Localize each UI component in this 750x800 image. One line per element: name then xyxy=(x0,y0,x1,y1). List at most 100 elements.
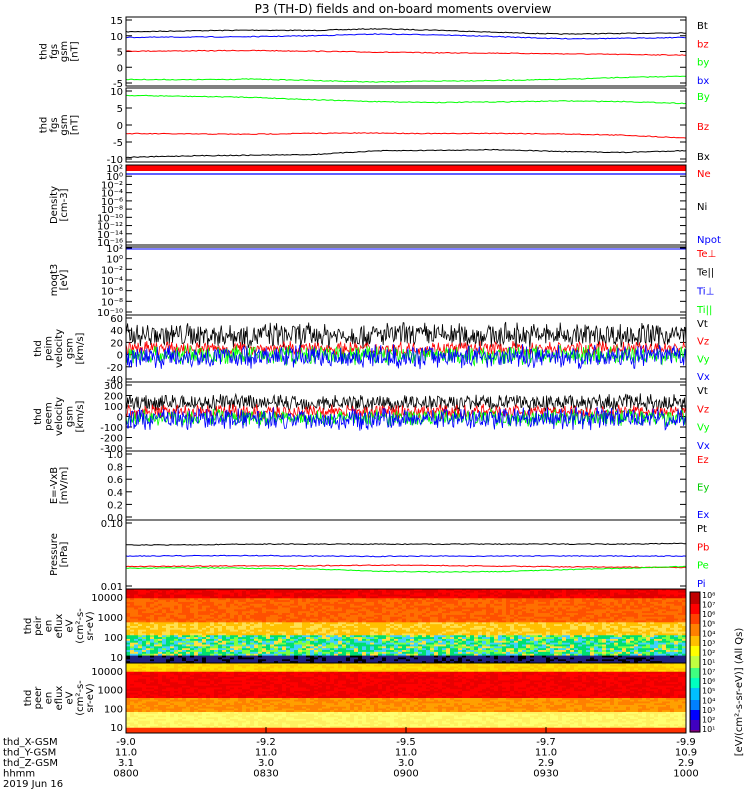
spectrogram-cell xyxy=(450,594,455,597)
spectrogram-cell xyxy=(590,627,595,631)
legend-label-bx: bx xyxy=(697,76,709,87)
spectrogram-cell xyxy=(318,592,323,596)
spectrogram-cell xyxy=(318,594,323,597)
spectrogram-cell xyxy=(310,605,315,609)
spectrogram-cell xyxy=(554,626,559,629)
spectrogram-cell xyxy=(218,596,223,599)
spectrogram-cell xyxy=(362,633,367,636)
spectrogram-cell xyxy=(442,635,447,638)
spectrogram-cell xyxy=(246,600,251,603)
spectrogram-cell xyxy=(454,598,459,601)
spectrogram-cell xyxy=(330,598,335,601)
legend-label-bz: bz xyxy=(697,39,709,50)
spectrogram-cell xyxy=(362,640,367,644)
spectrogram-cell xyxy=(418,620,423,623)
spectrogram-cell xyxy=(238,631,243,634)
spectrogram-cell xyxy=(250,600,255,603)
spectrogram-cell xyxy=(490,592,495,596)
spectrogram-cell xyxy=(498,616,503,620)
spectrogram-cell xyxy=(406,614,411,618)
spectrogram-cell xyxy=(578,616,583,620)
spectrogram-cell xyxy=(542,644,547,647)
spectrogram-cell xyxy=(494,642,499,646)
spectrogram-cell xyxy=(322,616,327,620)
spectrogram-cell xyxy=(310,600,315,603)
spectrogram-cell xyxy=(126,633,131,636)
spectrogram-cell xyxy=(234,631,239,634)
spectrogram-cell xyxy=(274,611,279,614)
spectrogram-cell xyxy=(350,609,355,612)
spectrogram-cell xyxy=(486,616,491,620)
spectrogram-cell xyxy=(226,589,231,592)
spectrogram-cell xyxy=(546,659,551,662)
spectrogram-cell xyxy=(466,611,471,614)
spectrogram-cell xyxy=(398,603,403,607)
spectrogram-cell xyxy=(542,589,547,592)
spectrogram-cell xyxy=(362,611,367,614)
spectrogram-cell xyxy=(382,590,387,594)
spectrogram-cell xyxy=(442,622,447,625)
spectrogram-cell xyxy=(390,657,395,660)
spectrogram-cell xyxy=(410,613,415,616)
spectrogram-cell xyxy=(330,661,335,663)
spectrogram-cell xyxy=(554,629,559,633)
spectrogram-cell xyxy=(582,609,587,612)
spectrogram-cell xyxy=(154,603,159,607)
spectrogram-cell xyxy=(194,629,199,633)
spectrogram-cell xyxy=(570,659,575,662)
spectrogram-cell xyxy=(430,637,435,640)
spectrogram-cell xyxy=(478,642,483,646)
spectrogram-cell xyxy=(186,613,191,616)
spectrogram-cell xyxy=(566,620,571,623)
spectrogram-cell xyxy=(246,605,251,609)
spectrogram-cell xyxy=(390,618,395,622)
spectrogram-cell xyxy=(226,598,231,601)
spectrogram-cell xyxy=(406,622,411,625)
spectrogram-cell xyxy=(354,631,359,634)
spectrogram-cell xyxy=(362,627,367,631)
spectrogram-cell xyxy=(502,627,507,631)
spectrogram-cell xyxy=(566,594,571,597)
spectrogram-cell xyxy=(306,650,311,653)
spectrogram-cell xyxy=(354,601,359,605)
spectrogram-cell xyxy=(422,607,427,610)
spectrogram-cell xyxy=(502,616,507,620)
spectrogram-cell xyxy=(386,609,391,612)
spectrogram-cell xyxy=(234,642,239,646)
spectrogram-cell xyxy=(446,590,451,594)
spectrogram-cell xyxy=(310,611,315,614)
spectrogram-cell xyxy=(246,620,251,623)
spectrogram-cell xyxy=(486,631,491,634)
y-tick-label: -300 xyxy=(100,444,123,455)
spectrogram-cell xyxy=(498,638,503,642)
spectrogram-cell xyxy=(278,631,283,634)
spectrogram-cell xyxy=(286,609,291,612)
spectrogram-cell xyxy=(402,629,407,633)
spectrogram-cell xyxy=(166,613,171,616)
spectrogram-cell xyxy=(546,622,551,625)
spectrogram-cell xyxy=(382,607,387,610)
spectrogram-cell xyxy=(134,646,139,649)
spectrogram-cell xyxy=(218,609,223,612)
spectrogram-cell xyxy=(370,642,375,646)
spectrogram-cell xyxy=(510,614,515,618)
spectrogram-cell xyxy=(566,613,571,616)
spectrogram-cell xyxy=(470,613,475,616)
spectrogram-cell xyxy=(330,648,335,651)
spectrogram-cell xyxy=(426,607,431,610)
spectrogram-cell xyxy=(246,657,251,660)
spectrogram-cell xyxy=(206,657,211,660)
spectrogram-cell xyxy=(274,609,279,612)
spectrogram-cell xyxy=(130,651,135,655)
spectrogram-cell xyxy=(342,592,347,596)
spectrogram-cell xyxy=(534,622,539,625)
spectrogram-cell xyxy=(466,640,471,644)
spectrogram-cell xyxy=(330,637,335,640)
spectrogram-cell xyxy=(242,626,247,629)
spectrogram-cell xyxy=(166,620,171,623)
spectrogram-cell xyxy=(394,594,399,597)
spectrogram-cell xyxy=(458,657,463,660)
spectrogram-cell xyxy=(158,600,163,603)
spectrogram-cell xyxy=(510,661,515,663)
